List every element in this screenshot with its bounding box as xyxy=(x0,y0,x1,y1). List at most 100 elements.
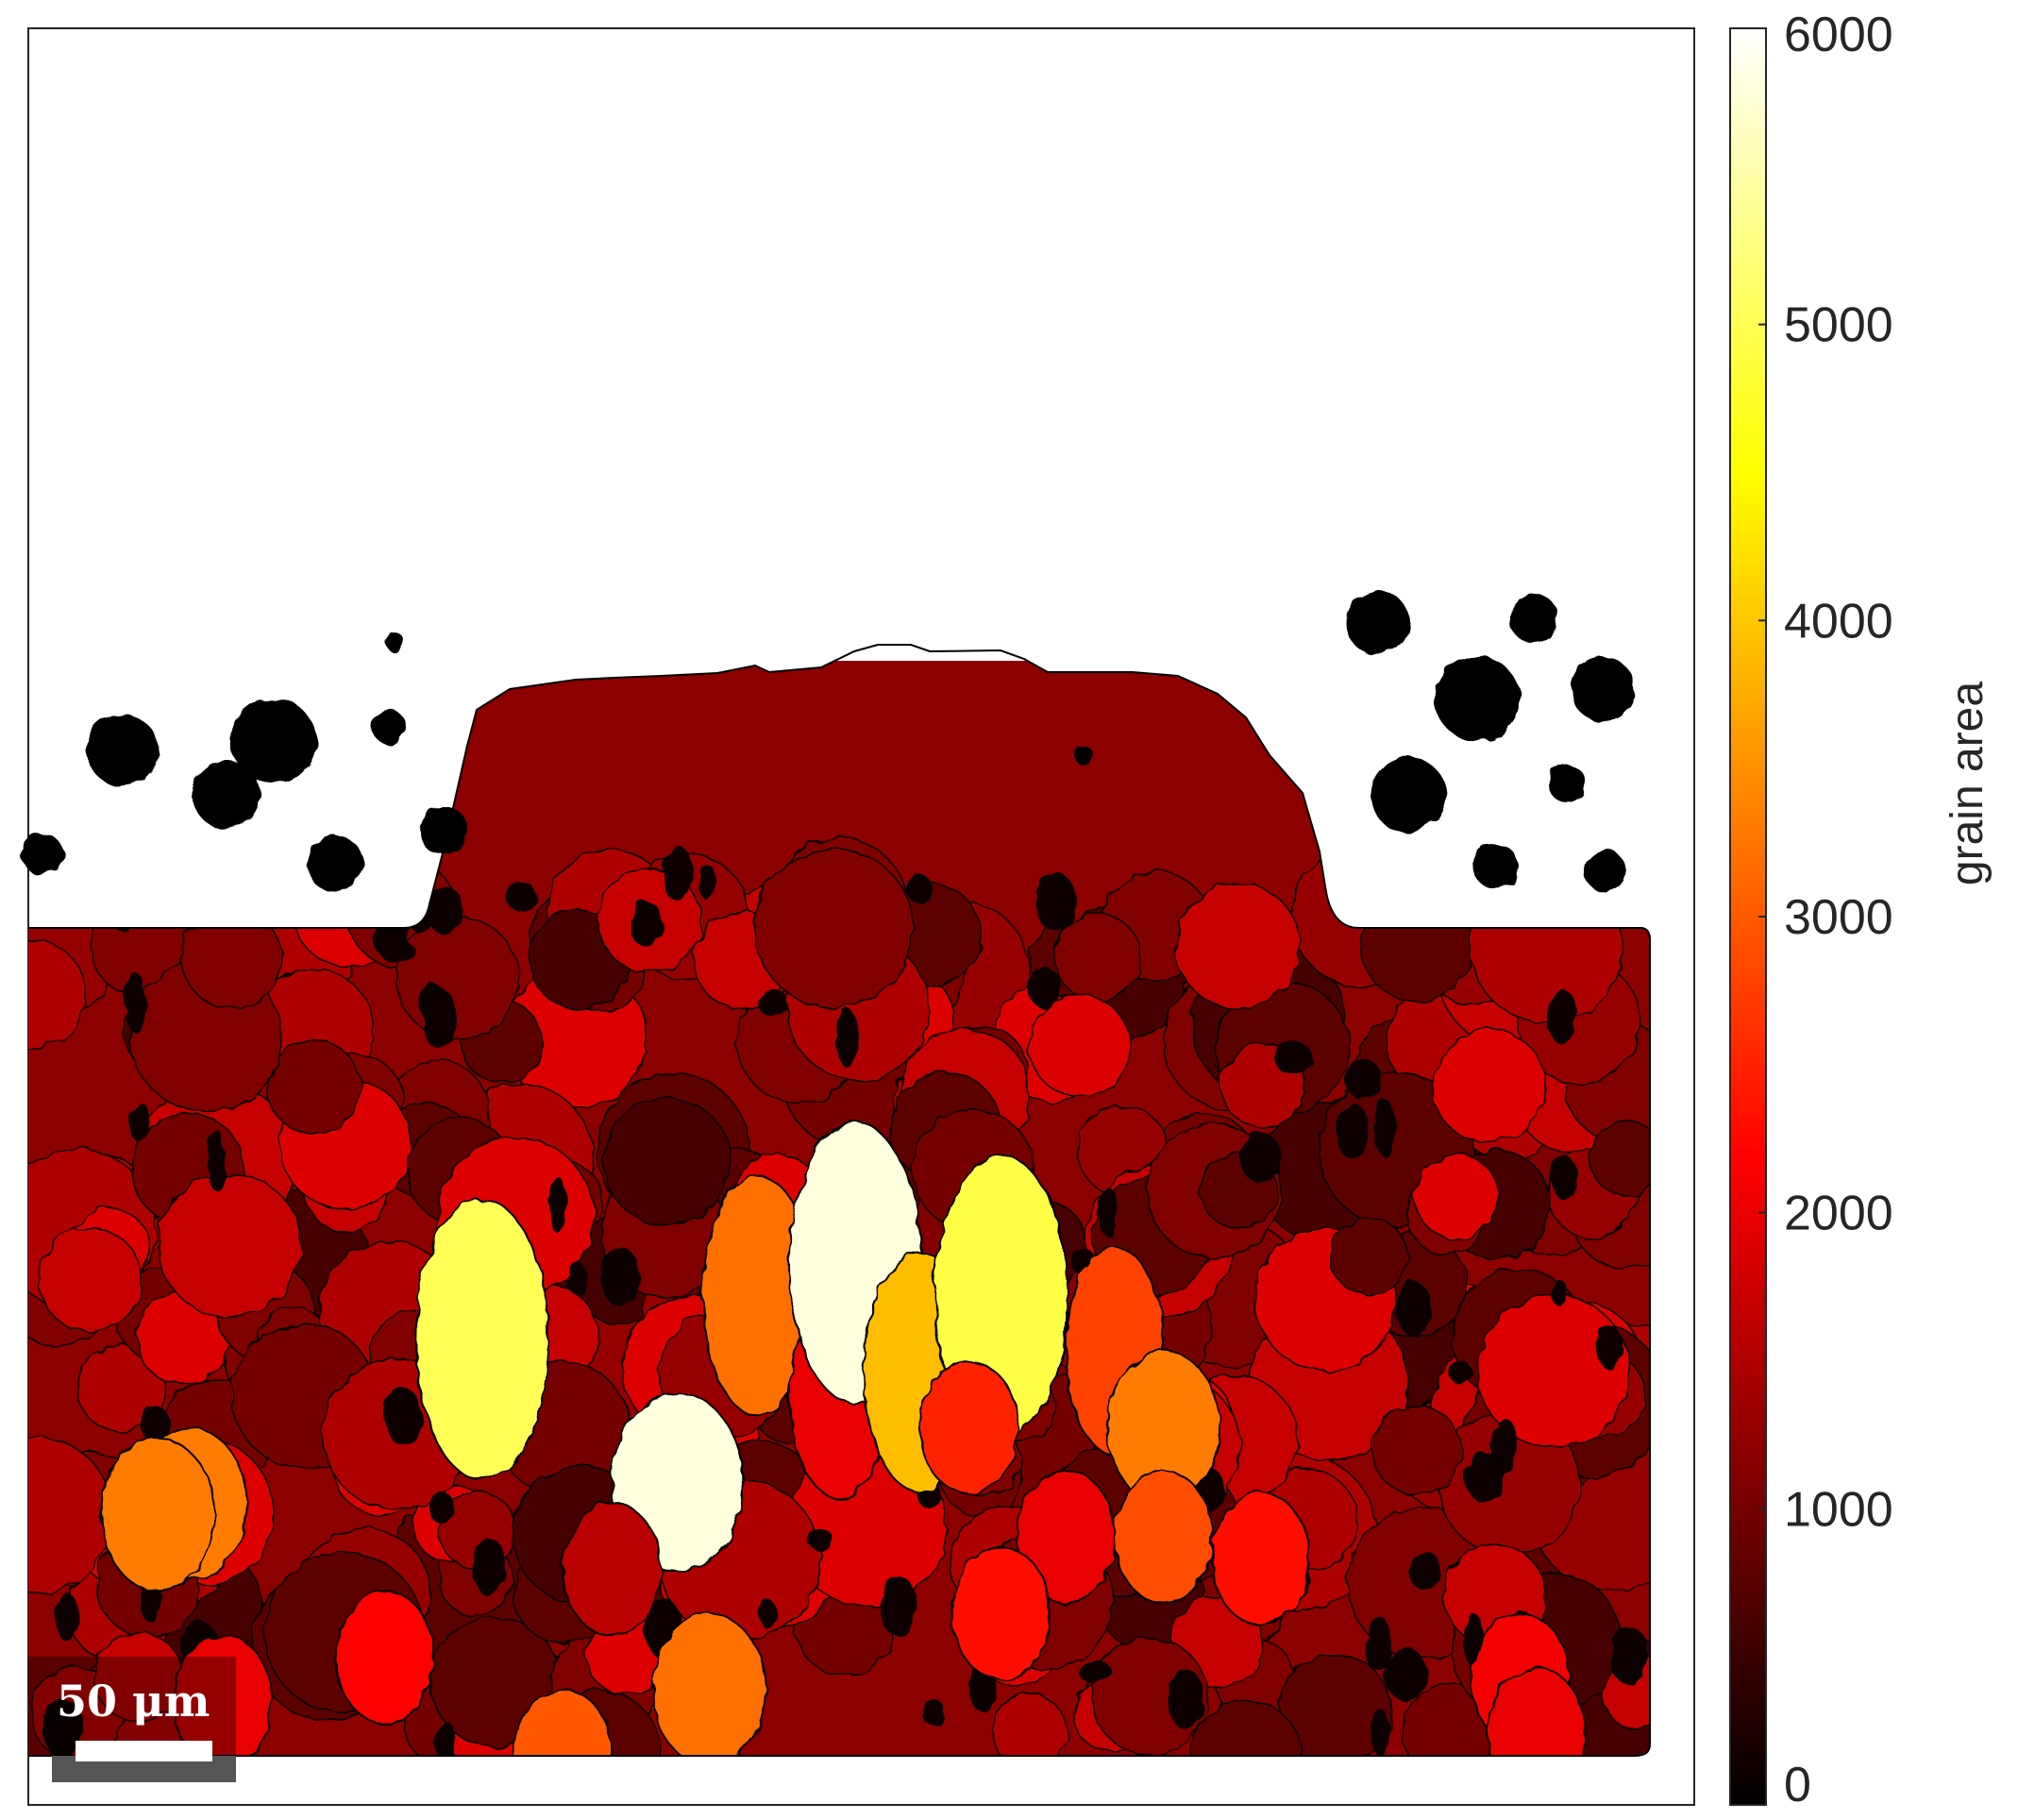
colorbar-tick-label: 4000 xyxy=(1784,594,1893,649)
small-grain xyxy=(1365,1615,1392,1672)
grain-field-15 xyxy=(335,1590,435,1725)
grain xyxy=(158,1173,303,1319)
powder-particle xyxy=(372,710,406,744)
grain-field-18 xyxy=(173,1634,274,1756)
small-grain xyxy=(921,1699,946,1726)
grain xyxy=(1589,1120,1650,1196)
powder-particle xyxy=(1346,591,1410,655)
small-grain xyxy=(384,1388,422,1446)
powder-particle xyxy=(193,761,261,829)
powder-particle xyxy=(419,806,468,855)
small-grain xyxy=(1596,1325,1623,1370)
small-grain xyxy=(506,880,536,912)
powder-particle xyxy=(1371,757,1446,833)
small-grain xyxy=(1465,1452,1505,1503)
small-grain xyxy=(835,1009,859,1068)
small-grain xyxy=(599,1247,641,1306)
grain-field-20 xyxy=(1486,1666,1587,1756)
small-grain xyxy=(473,1537,506,1597)
small-grain xyxy=(1272,1041,1313,1073)
grain-fields xyxy=(100,1121,1587,1756)
small-grain xyxy=(208,1130,226,1191)
grain xyxy=(991,1693,1068,1756)
small-grain xyxy=(1336,1104,1371,1160)
small-grain xyxy=(129,1101,150,1142)
grain-field-12 xyxy=(1113,1470,1214,1604)
powder-particle xyxy=(1584,850,1625,891)
small-grain xyxy=(1547,988,1577,1045)
small-grain xyxy=(698,863,715,900)
scale-bar: 50 μm xyxy=(28,1657,236,1782)
grain xyxy=(1413,1153,1500,1239)
grain xyxy=(1330,1217,1409,1296)
powder-particle xyxy=(1509,594,1558,643)
specimen-outline xyxy=(28,644,1651,1757)
grain xyxy=(753,848,914,1008)
small-grain xyxy=(1449,1360,1472,1384)
small-grain xyxy=(1385,1647,1428,1701)
small-grain xyxy=(1027,967,1061,1008)
colorbar-label: grain area xyxy=(1942,682,1993,885)
grain xyxy=(1174,883,1302,1009)
small-grain xyxy=(1408,1550,1441,1591)
small-grain xyxy=(42,1698,83,1756)
powder-particle xyxy=(1571,657,1635,721)
small-grain xyxy=(1034,872,1077,932)
small-grain xyxy=(422,987,457,1050)
small-grain xyxy=(630,901,664,948)
colorbar-tick-label: 3000 xyxy=(1784,890,1893,945)
colorbar-ticks: 0 1000 2000 3000 4000 5000 6000 xyxy=(1758,8,1893,1812)
small-grain xyxy=(434,1720,456,1756)
small-grain xyxy=(1345,1059,1383,1100)
colorbar: 0 1000 2000 3000 4000 5000 6000 grain area xyxy=(1729,8,1993,1812)
powder-particle xyxy=(1074,746,1093,765)
small-grain xyxy=(55,1593,79,1643)
grain-field-13 xyxy=(950,1546,1051,1681)
powder-particle xyxy=(22,834,63,875)
powder-particle xyxy=(385,632,404,651)
small-grain xyxy=(1079,1660,1113,1683)
grain xyxy=(1371,1405,1462,1495)
small-grain xyxy=(906,875,933,903)
grain xyxy=(1053,913,1142,1002)
powder-particles xyxy=(22,591,1635,892)
powder-particle xyxy=(87,715,159,786)
small-grain xyxy=(759,1599,777,1629)
scale-bar-line xyxy=(76,1741,212,1761)
small-grain xyxy=(1374,1099,1396,1156)
small-grain xyxy=(756,989,789,1016)
powder-particle xyxy=(1548,765,1586,802)
small-grain xyxy=(879,1576,917,1636)
colorbar-tick-label: 2000 xyxy=(1784,1187,1893,1241)
powder-particle xyxy=(231,699,316,784)
small-grain xyxy=(125,972,145,1033)
small-grain xyxy=(1168,1668,1203,1729)
small-grain xyxy=(1551,1280,1569,1306)
small-grain xyxy=(428,1491,456,1524)
grain xyxy=(38,1226,143,1332)
small-grain xyxy=(1396,1281,1432,1337)
grain-field-14 xyxy=(1210,1491,1311,1626)
grain-field-1 xyxy=(414,1198,550,1481)
grain xyxy=(28,939,87,1049)
small-grain xyxy=(807,1529,834,1550)
grain-field-22 xyxy=(100,1438,216,1592)
powder-particle xyxy=(307,835,363,892)
powder-particle xyxy=(1435,656,1520,741)
grain xyxy=(76,1343,166,1433)
grain xyxy=(603,1097,732,1226)
small-grain xyxy=(662,846,694,902)
grain xyxy=(395,916,520,1040)
grain xyxy=(1432,1028,1547,1144)
small-grain xyxy=(1550,1156,1579,1199)
small-grain xyxy=(549,1176,567,1234)
small-grain xyxy=(1098,1187,1118,1236)
grain-field-10 xyxy=(562,1502,663,1637)
colorbar-tick-label: 5000 xyxy=(1784,298,1893,353)
grain-field-17 xyxy=(513,1689,614,1756)
small-grain xyxy=(1371,1708,1388,1756)
small-grain xyxy=(567,1262,587,1295)
grain xyxy=(266,1039,362,1135)
grain xyxy=(1028,994,1132,1098)
